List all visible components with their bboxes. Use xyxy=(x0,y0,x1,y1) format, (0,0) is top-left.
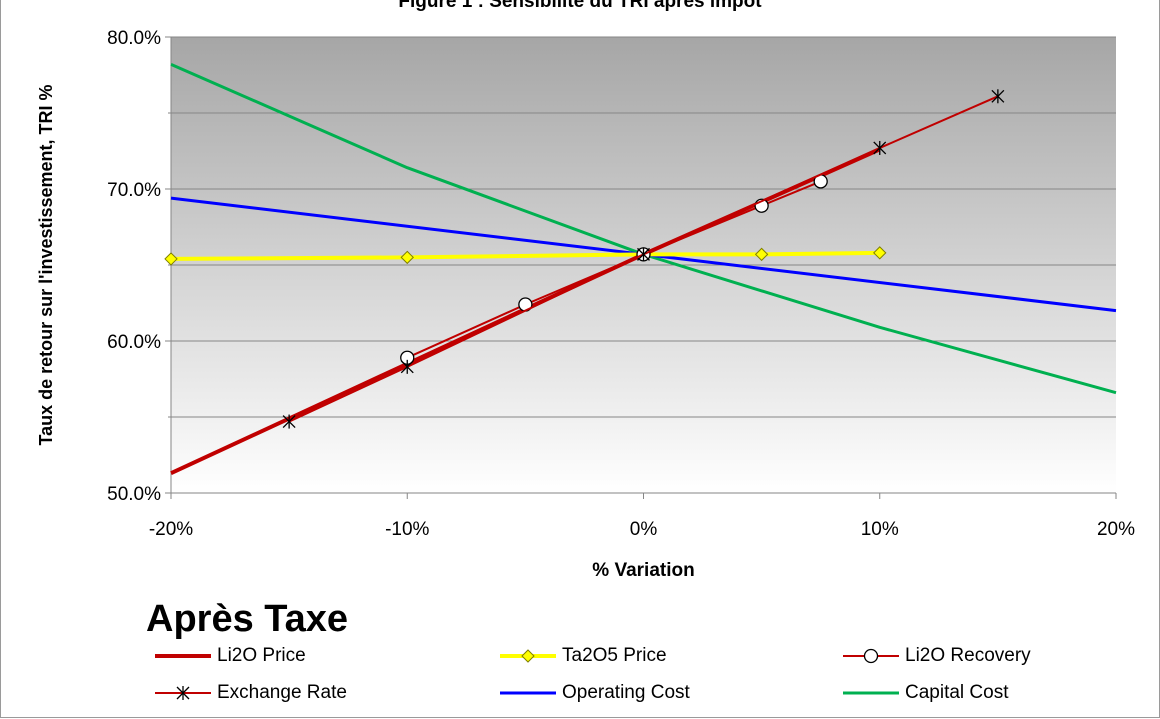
legend-label: Li2O Recovery xyxy=(905,645,1031,666)
section-title: Après Taxe xyxy=(146,598,349,640)
data-point-diamond xyxy=(873,246,887,260)
legend-item-ta2o5-price: Ta2O5 Price xyxy=(498,644,667,668)
legend-label: Ta2O5 Price xyxy=(562,645,667,666)
legend-swatch xyxy=(500,649,556,663)
data-point-star xyxy=(176,686,190,700)
y-axis-title: Taux de retour sur l'investissement, TRI… xyxy=(36,84,56,445)
y-tick-label: 60.0% xyxy=(107,332,161,353)
legend-item-li2o-price: Li2O Price xyxy=(153,644,306,668)
data-point-star xyxy=(637,247,650,262)
legend-swatch xyxy=(843,691,899,695)
data-point-diamond xyxy=(400,250,414,265)
data-point-star xyxy=(873,140,887,155)
y-tick-label: 80.0% xyxy=(107,28,161,49)
data-point-diamond xyxy=(164,252,178,266)
legend-item-li2o-recovery: Li2O Recovery xyxy=(841,644,1031,668)
x-tick-label: 0% xyxy=(630,519,658,540)
legend-label: Operating Cost xyxy=(562,682,690,703)
legend-swatch xyxy=(155,654,211,658)
data-point-circle xyxy=(863,648,879,664)
data-point-diamond xyxy=(754,247,769,262)
legend-item-capital-cost: Capital Cost xyxy=(841,681,1009,705)
legend-label: Li2O Price xyxy=(217,645,306,666)
legend-item-exchange-rate: Exchange Rate xyxy=(153,681,347,705)
data-point-star xyxy=(400,359,414,374)
legend-label: Exchange Rate xyxy=(217,682,347,703)
data-point-star xyxy=(991,89,1005,104)
y-tick-label: 50.0% xyxy=(107,484,161,505)
data-point-star xyxy=(282,414,296,429)
x-tick-label: -20% xyxy=(149,519,193,540)
x-tick-label: 10% xyxy=(861,519,899,540)
data-point-diamond xyxy=(521,649,535,663)
x-tick-label: -10% xyxy=(385,519,429,540)
legend-swatch xyxy=(155,686,211,700)
legend-item-operating-cost: Operating Cost xyxy=(498,681,690,705)
legend-swatch xyxy=(500,691,556,695)
x-tick-label: 20% xyxy=(1097,519,1135,540)
y-tick-label: 70.0% xyxy=(107,180,161,201)
chart-title: Figure 1 : Sensibilité du TRI après impô… xyxy=(398,0,762,12)
series-exchange-rate xyxy=(282,89,1005,429)
x-axis-title: % Variation xyxy=(592,560,694,581)
legend-swatch xyxy=(843,648,899,664)
legend-label: Capital Cost xyxy=(905,682,1009,703)
